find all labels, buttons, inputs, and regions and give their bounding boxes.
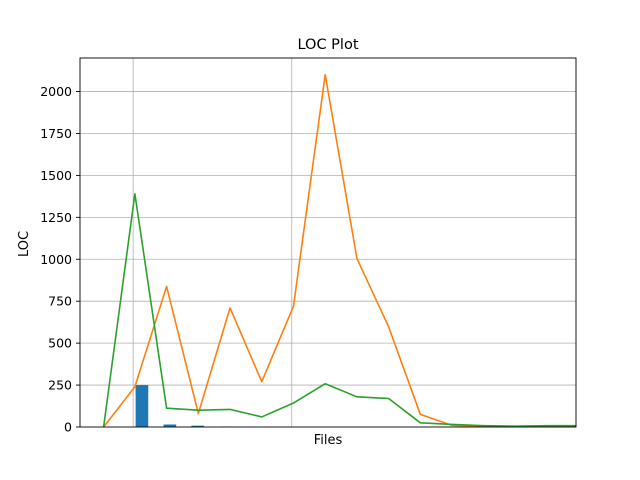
y-tick-label-6: 1500 [40, 168, 72, 183]
bar-2-2 [191, 425, 205, 427]
y-tick-label-3: 750 [48, 294, 72, 309]
y-axis-label: LOC [17, 231, 32, 257]
y-tick-label-0: 0 [64, 420, 72, 435]
bar-2-0 [135, 385, 149, 427]
series-line-1 [102, 193, 576, 428]
y-tick-label-4: 1000 [40, 252, 72, 267]
y-tick-label-7: 1750 [40, 126, 72, 141]
y-tick-label-1: 250 [48, 378, 72, 393]
y-tick-label-8: 2000 [40, 84, 72, 99]
y-tick-label-5: 1250 [40, 210, 72, 225]
chart-title: LOC Plot [297, 37, 358, 53]
plot-area: 0 250 500 750 1000 1250 1500 1750 2000 [40, 57, 577, 435]
bar-2-1 [163, 424, 177, 427]
x-axis-label: Files [314, 433, 343, 448]
axes-frame [79, 57, 577, 428]
y-tick-label-2: 500 [48, 336, 72, 351]
